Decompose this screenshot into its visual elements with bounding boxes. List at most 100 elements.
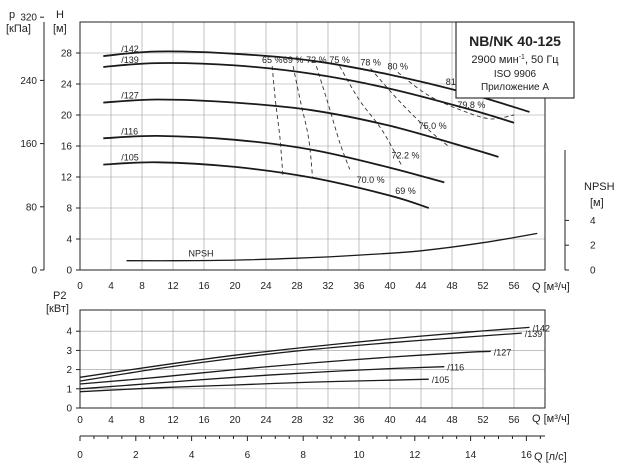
head-curve	[103, 98, 499, 158]
efficiency-contour	[292, 66, 313, 178]
npsh-axis-label: NPSH	[584, 181, 615, 193]
info-speed-value: 2900 мин	[471, 54, 518, 66]
info-speed-exp: -1	[519, 54, 525, 61]
q-m3h-tick-label-top: 20	[229, 281, 241, 292]
p-tick-label: 0	[31, 266, 37, 277]
q-m3h-axis-label-bottom: Q [м³/ч]	[532, 413, 570, 425]
p-tick-label: 320	[20, 13, 37, 24]
q-m3h-tick-label-bottom: 4	[108, 415, 114, 426]
power-curve-label: /142	[533, 323, 551, 333]
head-curve-label: /105	[121, 153, 139, 163]
p2-axis-label: P2	[53, 290, 66, 302]
npsh-axis-unit: [м]	[590, 197, 604, 209]
q-m3h-tick-label-bottom: 52	[477, 415, 489, 426]
h-tick-label: 16	[61, 142, 73, 153]
q-ls-axis-label: Q [л/с]	[534, 451, 567, 463]
q-m3h-tick-label-bottom: 36	[353, 415, 365, 426]
power-curve-label: /139	[525, 329, 543, 339]
head-curve	[103, 161, 430, 209]
h-tick-label: 4	[66, 235, 72, 246]
q-m3h-tick-label-top: 0	[77, 281, 83, 292]
q-ls-tick-label: 12	[409, 450, 421, 461]
bottom-panel-frame	[79, 309, 546, 409]
q-m3h-tick-label-top: 44	[415, 281, 427, 292]
head-curve-label: /127	[121, 91, 139, 101]
q-m3h-tick-label-top: 12	[167, 281, 179, 292]
q-m3h-tick-label-bottom: 32	[322, 415, 334, 426]
q-m3h-axis-label-top: Q [м³/ч]	[532, 281, 570, 293]
q-m3h-tick-label-top: 56	[508, 281, 520, 292]
power-curve	[79, 332, 522, 382]
q-m3h-tick-label-bottom: 44	[415, 415, 427, 426]
q-m3h-tick-label-top: 36	[353, 281, 365, 292]
info-standard: ISO 9906	[494, 69, 537, 80]
h-tick-label: 8	[66, 204, 72, 215]
efficiency-point-label: 79.8 %	[457, 100, 485, 110]
efficiency-contour	[339, 65, 402, 166]
info-box-frame	[455, 21, 575, 99]
power-curve	[79, 350, 491, 385]
q-m3h-tick-label-bottom: 40	[384, 415, 396, 426]
q-m3h-tick-label-top: 28	[291, 281, 303, 292]
q-m3h-tick-label-top: 16	[198, 281, 210, 292]
h-axis-unit: [м]	[53, 23, 67, 35]
efficiency-contour	[315, 66, 351, 170]
p2-tick-label: 2	[66, 365, 72, 376]
npsh-tick-label: 0	[590, 266, 596, 277]
efficiency-point-label: 72.2 %	[391, 150, 419, 160]
h-tick-label: 0	[66, 266, 72, 277]
q-m3h-tick-label-top: 52	[477, 281, 489, 292]
efficiency-contour	[271, 66, 284, 178]
p2-tick-label: 0	[66, 404, 72, 415]
info-title: NB/NK 40-125	[469, 33, 561, 49]
q-m3h-tick-label-bottom: 24	[260, 415, 272, 426]
q-m3h-tick-label-bottom: 0	[77, 415, 83, 426]
npsh-tick-label: 4	[590, 216, 596, 227]
q-ls-tick-label: 10	[353, 450, 365, 461]
p-tick-label: 80	[26, 202, 38, 213]
efficiency-contour-label: 80 %	[387, 61, 408, 71]
q-m3h-tick-label-bottom: 48	[446, 415, 458, 426]
p2-axis-unit: [кВт]	[46, 303, 69, 315]
info-annex: Приложение A	[481, 82, 549, 93]
p2-tick-label: 4	[66, 327, 72, 338]
head-curve	[103, 134, 445, 184]
p2-tick-label: 3	[66, 346, 72, 357]
q-ls-tick-label: 0	[77, 450, 83, 461]
npsh-curve-label: NPSH	[189, 249, 214, 259]
info-freq: , 50 Гц	[525, 54, 559, 66]
npsh-curve	[126, 232, 538, 262]
efficiency-point-label: 69 %	[395, 186, 416, 196]
head-curve-label: /142	[121, 44, 139, 54]
h-tick-label: 12	[61, 173, 73, 184]
q-m3h-tick-label-top: 32	[322, 281, 334, 292]
h-axis-label: H	[56, 9, 64, 21]
q-ls-tick-label: 6	[245, 450, 251, 461]
h-tick-label: 24	[61, 80, 73, 91]
power-curve-label: /127	[494, 347, 512, 357]
q-m3h-tick-label-top: 4	[108, 281, 114, 292]
p-axis-label: p	[9, 9, 15, 21]
q-m3h-tick-label-bottom: 12	[167, 415, 179, 426]
h-tick-label: 28	[61, 49, 73, 60]
q-m3h-tick-label-bottom: 8	[139, 415, 145, 426]
power-curve-label: /116	[447, 363, 464, 373]
efficiency-contour-label: 78 %	[360, 58, 381, 68]
power-curve	[79, 326, 530, 378]
q-ls-tick-label: 4	[189, 450, 195, 461]
head-curve	[103, 62, 515, 124]
q-m3h-tick-label-bottom: 20	[229, 415, 241, 426]
q-m3h-tick-label-top: 24	[260, 281, 272, 292]
q-m3h-tick-label-top: 8	[139, 281, 145, 292]
q-ls-tick-label: 2	[133, 450, 139, 461]
efficiency-point-label: 70.0 %	[357, 175, 385, 185]
q-ls-tick-label: 14	[465, 450, 477, 461]
q-m3h-tick-label-bottom: 56	[508, 415, 520, 426]
power-curve-label: /105	[432, 375, 450, 385]
npsh-tick-label: 2	[590, 241, 596, 252]
q-m3h-tick-label-bottom: 28	[291, 415, 303, 426]
p2-tick-label: 1	[66, 384, 72, 395]
efficiency-contour-label: 69 %	[283, 55, 304, 65]
info-speed: 2900 мин-1, 50 Гц	[471, 54, 559, 66]
